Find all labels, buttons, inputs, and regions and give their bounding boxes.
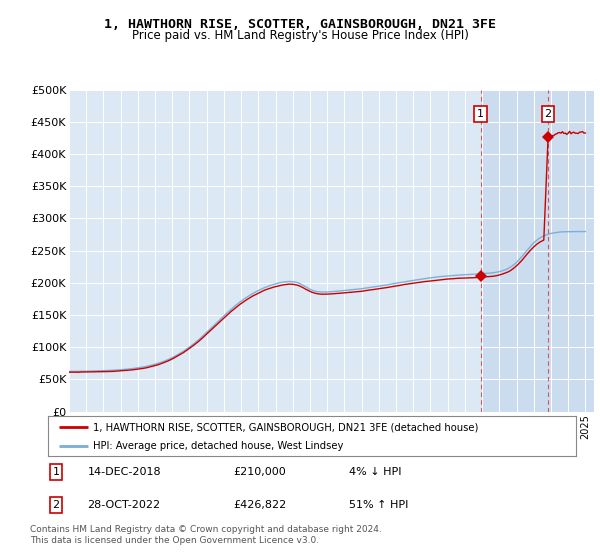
Text: 1, HAWTHORN RISE, SCOTTER, GAINSBOROUGH, DN21 3FE (detached house): 1, HAWTHORN RISE, SCOTTER, GAINSBOROUGH,…	[93, 422, 478, 432]
Text: 2: 2	[52, 500, 59, 510]
Text: 2: 2	[545, 109, 551, 119]
Text: HPI: Average price, detached house, West Lindsey: HPI: Average price, detached house, West…	[93, 441, 343, 451]
Text: 1: 1	[52, 467, 59, 477]
Text: £426,822: £426,822	[233, 500, 286, 510]
Text: 14-DEC-2018: 14-DEC-2018	[88, 467, 161, 477]
Text: 51% ↑ HPI: 51% ↑ HPI	[349, 500, 409, 510]
Text: 1: 1	[477, 109, 484, 119]
Text: 1, HAWTHORN RISE, SCOTTER, GAINSBOROUGH, DN21 3FE: 1, HAWTHORN RISE, SCOTTER, GAINSBOROUGH,…	[104, 18, 496, 31]
Text: Price paid vs. HM Land Registry's House Price Index (HPI): Price paid vs. HM Land Registry's House …	[131, 29, 469, 42]
Text: Contains HM Land Registry data © Crown copyright and database right 2024.
This d: Contains HM Land Registry data © Crown c…	[30, 525, 382, 545]
Bar	[481, 90, 594, 412]
Text: 4% ↓ HPI: 4% ↓ HPI	[349, 467, 401, 477]
Text: £210,000: £210,000	[233, 467, 286, 477]
Text: 28-OCT-2022: 28-OCT-2022	[88, 500, 161, 510]
